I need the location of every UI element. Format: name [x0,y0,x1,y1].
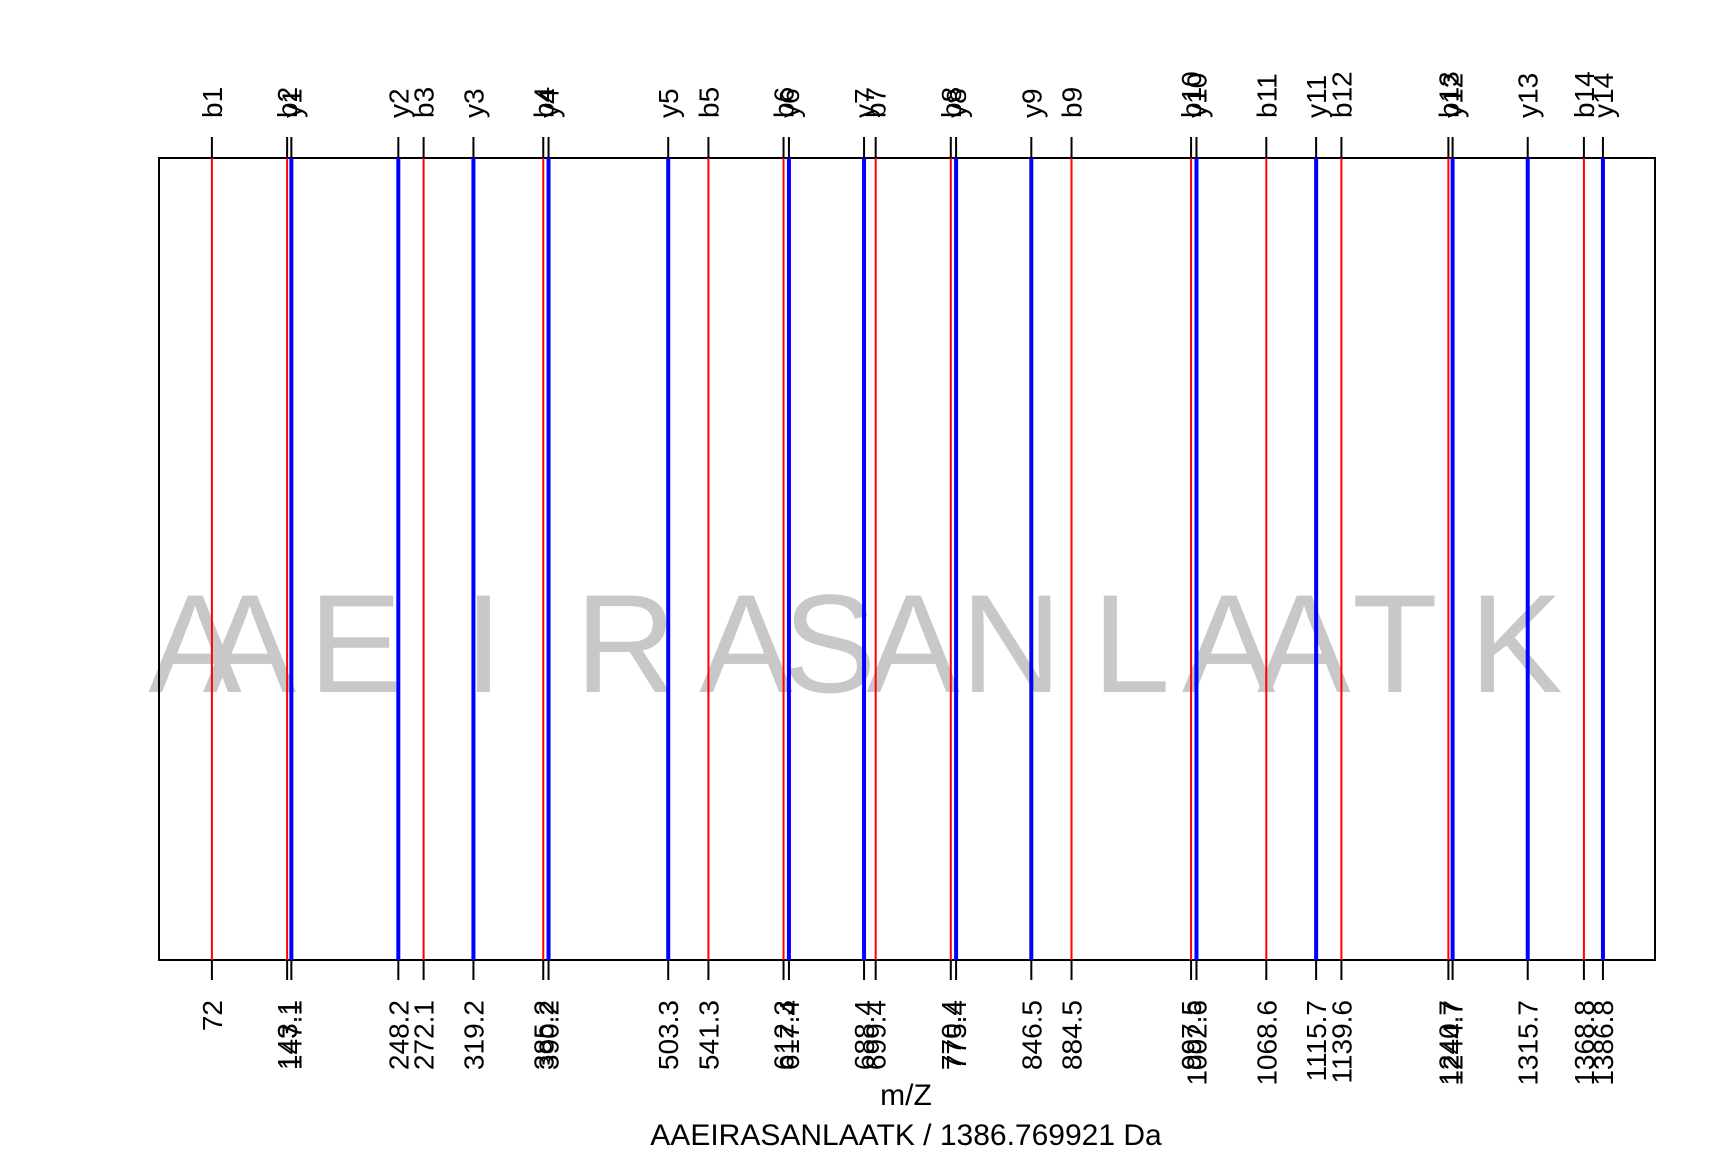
ion-label: b9 [1057,87,1088,118]
mz-value-label: 541.3 [693,1000,724,1070]
ion-label: b12 [1326,71,1357,118]
chart-title: AAEIRASANLAATK / 1386.769921 Da [650,1119,1162,1152]
mz-value-label: 72 [197,1000,228,1031]
ion-label: b1 [197,87,228,118]
sequence-letter: A [148,565,242,722]
ion-label: y9 [1016,88,1047,118]
sequence-letter: L [1092,565,1170,722]
ion-label: y5 [653,88,684,118]
ion-label: y7 [849,88,880,118]
mz-value-label: 1068.6 [1251,1000,1282,1086]
sequence-letter: K [1469,565,1562,722]
ion-label: b10 [1176,71,1207,118]
mz-value-label: 1244.7 [1438,1000,1469,1086]
ion-lines [210,158,1605,960]
ion-label: y6 [774,88,805,118]
mz-value-label: 143.1 [272,1000,303,1070]
plot-frame [158,157,1656,961]
ion-label: y11 [1301,75,1332,118]
ion-label: y8 [941,88,972,118]
bottom-mz-labels: 72 143.1 272.1 385.2 541.3 612.3 699.4 770.4 884… [197,960,1619,1086]
x-axis-label: m/Z [880,1079,932,1112]
ion-label: b11 [1251,73,1282,118]
ion-label: b6 [769,87,800,118]
mz-value-label: 1386.8 [1588,1000,1619,1086]
mz-value-label: 688.4 [849,1000,880,1070]
mz-value-label: 699.4 [861,1000,892,1070]
sequence-letter: R [575,565,676,722]
mz-value-label: 248.2 [383,1000,414,1070]
mz-value-label: 997.5 [1176,1000,1207,1070]
mz-value-label: 846.5 [1016,1000,1047,1070]
mz-value-label: 1368.8 [1569,1000,1600,1086]
mz-value-label: 385.2 [528,1000,559,1070]
mz-value-label: 272.1 [409,1000,440,1070]
ion-label: y2 [383,88,414,118]
sequence-letter: N [961,565,1062,722]
sequence-letter: T [1352,565,1438,722]
mz-value-label: 503.3 [653,1000,684,1070]
top-ion-labels: b1 b2 b3 b4 b5 b6 b7 b8 b9 b10 b11 b12 b13 b14 y1 y2 y3 y… [197,71,1619,158]
mz-value-label: 770.4 [936,1000,967,1070]
mz-value-label: 319.2 [458,1000,489,1070]
mz-value-label: 884.5 [1057,1000,1088,1070]
ion-label: b13 [1433,71,1464,118]
mz-value-label: 147.1 [276,1000,307,1070]
sequence-letter: A [1257,565,1351,722]
ion-label: y14 [1588,73,1619,118]
mz-value-label: 775.4 [941,1000,972,1070]
mz-value-label: 1315.7 [1513,1000,1544,1086]
sequence-letter: E [309,565,402,722]
mz-value-label: 617.4 [774,1000,805,1070]
ion-label: y10 [1182,73,1213,118]
sequence-letter: A [699,565,793,722]
ion-label: b4 [528,87,559,118]
sequence-letter: S [783,565,876,722]
mz-value-label: 1139.6 [1326,1000,1357,1084]
sequence-letter: I [464,565,503,722]
sequence-letter: A [867,565,961,722]
ion-label: y4 [534,88,565,118]
ion-label: b2 [272,87,303,118]
mz-value-label: 390.2 [534,1000,565,1070]
ion-label: y13 [1513,73,1544,118]
mz-value-label: 612.3 [769,1000,800,1070]
ion-label: y1 [276,88,307,118]
sequence-letter: A [203,565,297,722]
ion-label: b8 [936,87,967,118]
sequence-watermark: AA E I R ASA N L AA T K [148,565,1562,722]
ion-label: b5 [693,87,724,118]
ion-label: y3 [458,88,489,118]
ion-label: b7 [861,87,892,118]
mz-value-label: 1002.6 [1182,1000,1213,1086]
mz-value-label: 1240.7 [1433,1000,1464,1086]
mz-value-label: 1115.7 [1301,1000,1332,1081]
ion-label: b3 [409,87,440,118]
ion-label: y12 [1438,73,1469,118]
ion-label: b14 [1569,71,1600,118]
